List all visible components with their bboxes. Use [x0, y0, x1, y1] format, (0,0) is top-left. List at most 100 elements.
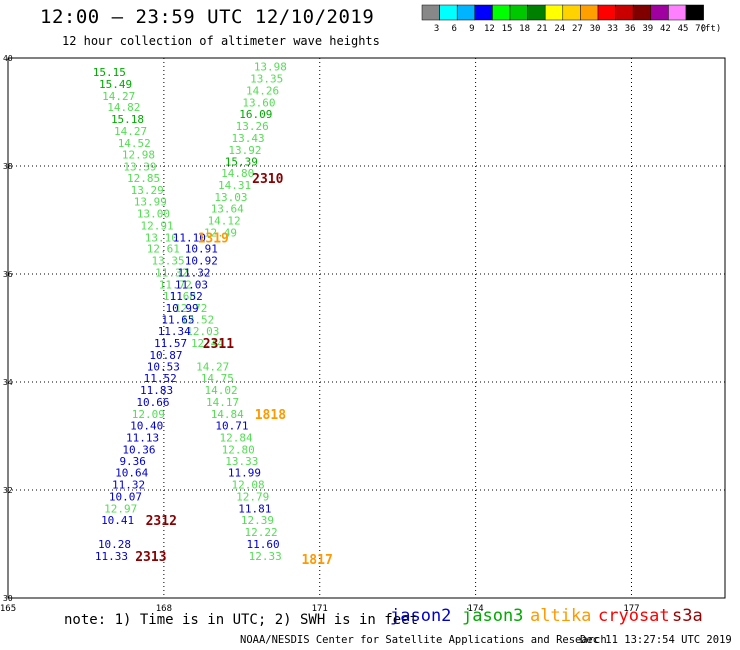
- colorbar-label: 33: [607, 24, 618, 34]
- pass-time-label: 1817: [301, 553, 332, 568]
- colorbar-swatch: [474, 4, 493, 21]
- pass-time-label: 2312: [146, 514, 177, 529]
- wave-height-value: 11.65: [161, 313, 194, 326]
- wave-height-value: 10.07: [109, 490, 142, 503]
- colorbar-swatch: [580, 4, 599, 21]
- map-subtitle: 12 hour collection of altimeter wave hei…: [62, 34, 380, 48]
- wave-height-value: 12.08: [231, 479, 264, 492]
- lon-tick-label: 165: [0, 604, 16, 614]
- wave-height-value: 13.29: [131, 184, 164, 197]
- wave-height-value: 11.57: [154, 337, 187, 350]
- colorbar-swatch: [456, 4, 476, 21]
- wave-height-value: 15.39: [225, 156, 258, 169]
- wave-height-value: 10.92: [185, 255, 218, 268]
- wave-height-value: 10.28: [98, 538, 131, 551]
- colorbar-label: 39: [642, 24, 653, 34]
- colorbar-swatch: [492, 4, 511, 21]
- wave-height-value: 12.72: [174, 302, 207, 315]
- wave-height-value: 14.31: [218, 179, 251, 192]
- wave-height-value: 12.44: [191, 337, 224, 350]
- colorbar-swatch: [421, 4, 440, 21]
- wave-height-value: 14.52: [118, 137, 151, 150]
- colorbar-swatch: [615, 4, 634, 21]
- colorbar-label: 27: [572, 24, 583, 34]
- legend-jason2: jason2: [390, 606, 452, 626]
- wave-height-value: 13.43: [231, 132, 264, 145]
- wave-height-value: 12.52: [181, 313, 214, 326]
- colorbar-label: 18: [519, 24, 530, 34]
- wave-height-value: 13.98: [254, 61, 287, 74]
- wave-height-value: 14.82: [107, 101, 140, 114]
- pass-time-label: 2313: [135, 550, 166, 565]
- lon-tick-label: 174: [467, 604, 483, 614]
- colorbar-label: 9: [469, 24, 474, 34]
- wave-height-value: 11.99: [228, 467, 261, 480]
- lat-tick-label: 40: [3, 54, 13, 63]
- wave-height-value: 15.18: [111, 113, 144, 126]
- wave-height-value: 13.35: [250, 73, 283, 86]
- colorbar-swatch: [685, 4, 704, 21]
- lat-tick-label: 36: [3, 270, 13, 279]
- wave-height-value: 13.03: [214, 191, 247, 204]
- colorbar-label: 21: [537, 24, 548, 34]
- wave-height-value: 12.97: [104, 502, 137, 515]
- wave-height-value: 11.52: [170, 290, 203, 303]
- wave-height-value: 10.41: [101, 514, 134, 527]
- wave-height-value: 11.32: [112, 479, 145, 492]
- wave-height-value: 13.26: [236, 120, 269, 133]
- wave-height-value: 13.99: [134, 196, 167, 209]
- wave-height-value: 10.71: [215, 420, 248, 433]
- map-frame: [7, 57, 726, 599]
- note-text: note: 1) Time is in UTC; 2) SWH is in fe…: [64, 612, 419, 628]
- colorbar-label: 15: [502, 24, 513, 34]
- wave-height-value: 14.27: [114, 125, 147, 138]
- wave-height-value: 13.64: [211, 203, 244, 216]
- wave-height-value: 12.79: [236, 490, 269, 503]
- wave-height-value: 12.33: [249, 550, 282, 563]
- colorbar-label: 36: [625, 24, 636, 34]
- colorbar-swatch: [632, 4, 652, 21]
- wave-height-value: 13.00: [137, 208, 170, 221]
- colorbar-swatch: [668, 4, 687, 21]
- wave-height-value: 11.72: [159, 278, 192, 291]
- wave-height-value: 12.49: [204, 226, 237, 239]
- wave-height-value: 11.68: [163, 290, 196, 303]
- colorbar-label: 45: [678, 24, 689, 34]
- wave-height-value: 11.52: [144, 372, 177, 385]
- wave-height-value: 12.09: [132, 408, 165, 421]
- wave-height-value: 10.66: [136, 396, 169, 409]
- wave-height-value: 11.34: [158, 325, 191, 338]
- legend-cryosat: cryosat: [598, 606, 670, 626]
- colorbar-label: 30: [590, 24, 601, 34]
- wave-height-value: 14.17: [206, 396, 239, 409]
- wave-height-value: 12.85: [127, 172, 160, 185]
- wave-height-value: 14.26: [246, 84, 279, 97]
- wave-height-value: 11.03: [175, 278, 208, 291]
- wave-height-value: 12.22: [244, 526, 277, 539]
- wave-height-value: 14.84: [211, 408, 244, 421]
- wave-height-value: 10.36: [122, 444, 155, 457]
- legend-jason3: jason3: [462, 606, 524, 626]
- wave-height-value: 13.10: [145, 231, 178, 244]
- pass-time-label: 1319: [198, 231, 229, 246]
- colorbar-label: 24: [554, 24, 565, 34]
- lat-tick-label: 32: [3, 486, 13, 495]
- colorbar-label: 6: [451, 24, 456, 34]
- lon-tick-label: 171: [312, 604, 328, 614]
- wave-height-value: 9.36: [119, 455, 146, 468]
- wave-height-value: 10.64: [115, 467, 148, 480]
- wave-height-value: 12.03: [186, 325, 219, 338]
- wave-height-value: 12.91: [141, 219, 174, 232]
- footer-center: NOAA/NESDIS Center for Satellite Applica…: [240, 634, 607, 646]
- wave-height-value: 14.27: [102, 90, 135, 103]
- wave-height-value: 12.84: [220, 432, 253, 445]
- wave-height-value: 15.15: [93, 66, 126, 79]
- wave-height-value: 10.53: [147, 360, 180, 373]
- pass-time-label: 1818: [255, 408, 286, 423]
- wave-height-value: 14.02: [204, 384, 237, 397]
- lat-tick-label: 30: [3, 594, 13, 603]
- colorbar-swatch: [439, 4, 458, 21]
- colorbar-label: 42: [660, 24, 671, 34]
